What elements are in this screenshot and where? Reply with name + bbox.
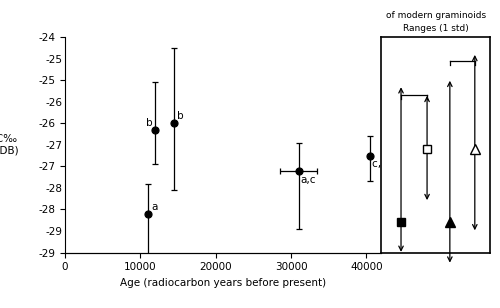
Text: b: b: [178, 111, 184, 121]
Text: c, b: c, b: [372, 159, 392, 169]
Text: a,c: a,c: [301, 175, 316, 185]
Y-axis label: δ¹³C‰
(V-PDB): δ¹³C‰ (V-PDB): [0, 134, 19, 156]
Text: Ranges (1 std): Ranges (1 std): [403, 24, 468, 33]
Text: a: a: [151, 202, 158, 212]
X-axis label: Age (radiocarbon years before present): Age (radiocarbon years before present): [120, 278, 326, 288]
Text: of modern graminoids: of modern graminoids: [386, 11, 486, 20]
Text: b: b: [146, 118, 153, 128]
